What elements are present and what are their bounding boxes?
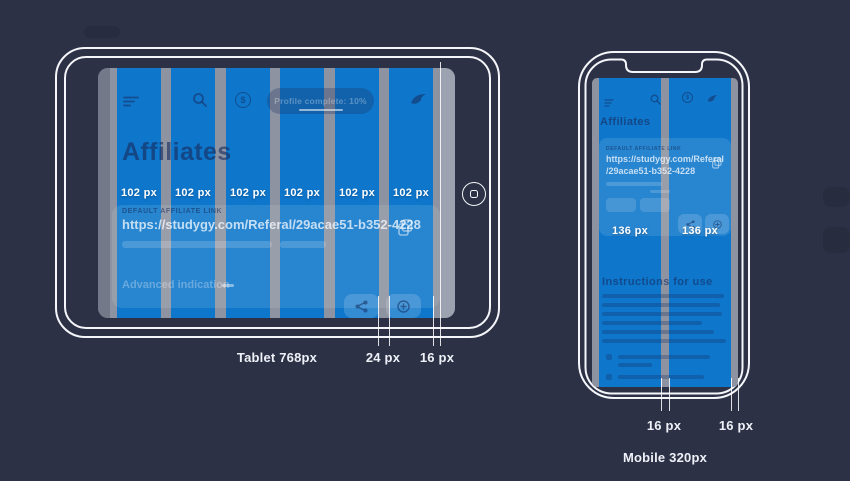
background-shape xyxy=(823,227,850,253)
bullet-dot xyxy=(606,354,612,360)
affiliate-link-url: https://studygy.com/Referal/29acae51-b35… xyxy=(122,217,421,232)
blurred-chip xyxy=(606,198,636,212)
bird-icon xyxy=(410,91,428,112)
margin-measure-line xyxy=(433,296,434,346)
profile-complete-pill: Profile complete: 10% xyxy=(267,88,374,114)
background-shape xyxy=(823,187,850,207)
blurred-text-line xyxy=(122,241,272,248)
screen-edge-strip-left xyxy=(98,68,110,318)
blurred-chip xyxy=(640,198,670,212)
grid-column xyxy=(599,78,661,387)
share-button xyxy=(344,294,379,318)
search-icon xyxy=(650,92,661,110)
blurred-paragraph-line xyxy=(602,339,726,343)
plus-icon xyxy=(712,219,722,229)
blurred-text-line xyxy=(606,182,662,186)
tablet-margin-label: 16 px xyxy=(419,350,455,365)
instructions-heading: Instructions for use xyxy=(602,276,713,288)
link-label: DEFAULT AFFILIATE LINK xyxy=(122,208,223,215)
share-button xyxy=(678,214,702,234)
add-button xyxy=(386,294,421,318)
copy-icon xyxy=(398,219,413,241)
home-button-square-icon xyxy=(470,190,478,198)
tablet-app-ui: $ Profile complete: 10% Affiliates DEFAU… xyxy=(98,68,455,318)
dollar-glyph: $ xyxy=(682,92,693,103)
home-button xyxy=(462,182,486,206)
affiliate-link-url-line2: /29acae51-b352-4228 xyxy=(606,166,696,176)
margin-measure-line xyxy=(440,62,441,346)
profile-complete-label: Profile complete: 10% xyxy=(274,96,367,106)
column-width-label: 102 px xyxy=(229,187,267,199)
blurred-paragraph-line xyxy=(602,294,724,298)
margin-measure-line xyxy=(731,378,732,411)
mobile-app-ui: $ Affiliates DEFAULT AFFILIATE LINK http… xyxy=(592,78,738,387)
screen-edge-strip-right xyxy=(440,68,455,318)
blurred-paragraph-line xyxy=(602,303,720,307)
affiliate-link-card xyxy=(112,205,440,308)
share-icon xyxy=(685,219,695,229)
affiliate-link-card xyxy=(599,138,731,236)
blurred-paragraph-line xyxy=(602,312,722,316)
copy-icon xyxy=(712,156,722,174)
dash-line xyxy=(222,284,234,287)
column-width-label: 102 px xyxy=(120,187,158,199)
phone-frame-bezel xyxy=(584,58,744,395)
menu-icon xyxy=(604,94,614,112)
grid-column xyxy=(226,68,270,318)
tablet-device-label: Tablet 768px xyxy=(236,350,318,365)
column-width-label: 102 px xyxy=(338,187,376,199)
page-title: Affiliates xyxy=(600,116,651,128)
blurred-paragraph-line xyxy=(602,321,702,325)
pill-underline xyxy=(298,109,343,111)
mobile-column-labels: 136 px 136 px xyxy=(592,78,738,387)
blurred-paragraph-line xyxy=(602,330,714,334)
mobile-device-label: Mobile 320px xyxy=(622,450,708,465)
gutter-measure-line xyxy=(661,378,662,411)
gutter-measure-line xyxy=(389,296,390,346)
mobile-margin-label: 16 px xyxy=(718,418,754,433)
affiliate-link-url-line1: https://studygy.com/Referal xyxy=(606,154,724,164)
share-icon xyxy=(355,300,368,312)
phone-frame-outer xyxy=(578,51,750,399)
background-shape xyxy=(84,26,120,38)
column-width-label: 102 px xyxy=(392,187,430,199)
plus-icon xyxy=(397,299,410,313)
column-width-label: 102 px xyxy=(174,187,212,199)
page-title: Affiliates xyxy=(122,138,232,166)
blurred-bullet-line xyxy=(618,363,652,367)
dollar-glyph: $ xyxy=(235,92,251,108)
blurred-bullet-line xyxy=(618,375,704,379)
mobile-screen: $ Affiliates DEFAULT AFFILIATE LINK http… xyxy=(592,78,738,387)
link-label: DEFAULT AFFILIATE LINK xyxy=(606,146,682,152)
blurred-bullet-line xyxy=(618,355,710,359)
bullet-dot xyxy=(606,374,612,380)
gutter-measure-line xyxy=(378,296,379,346)
tablet-frame-bezel xyxy=(64,56,491,329)
grid-column xyxy=(117,68,161,318)
blurred-text-line xyxy=(280,241,326,248)
margin-measure-line xyxy=(738,378,739,411)
tablet-frame-outer xyxy=(55,47,500,338)
tablet-gutter-label: 24 px xyxy=(365,350,401,365)
grid-column xyxy=(389,68,433,318)
bird-icon xyxy=(707,91,719,109)
blurred-text-line xyxy=(650,190,670,193)
gutter-measure-line xyxy=(669,378,670,411)
dollar-icon: $ xyxy=(682,92,693,103)
column-width-label: 136 px xyxy=(611,225,649,237)
advanced-indication-label: Advanced indication xyxy=(122,279,230,291)
add-button xyxy=(705,214,729,234)
tablet-column-labels: 102 px 102 px 102 px 102 px 102 px 102 p… xyxy=(98,68,455,318)
grid-column xyxy=(669,78,731,387)
dollar-icon: $ xyxy=(235,92,251,108)
tablet-screen: $ Profile complete: 10% Affiliates DEFAU… xyxy=(98,68,455,318)
column-width-label: 102 px xyxy=(283,187,321,199)
menu-icon xyxy=(123,95,139,113)
search-icon xyxy=(192,92,208,113)
grid-column xyxy=(171,68,215,318)
mobile-gutter-label: 16 px xyxy=(646,418,682,433)
column-width-label: 136 px xyxy=(681,225,719,237)
